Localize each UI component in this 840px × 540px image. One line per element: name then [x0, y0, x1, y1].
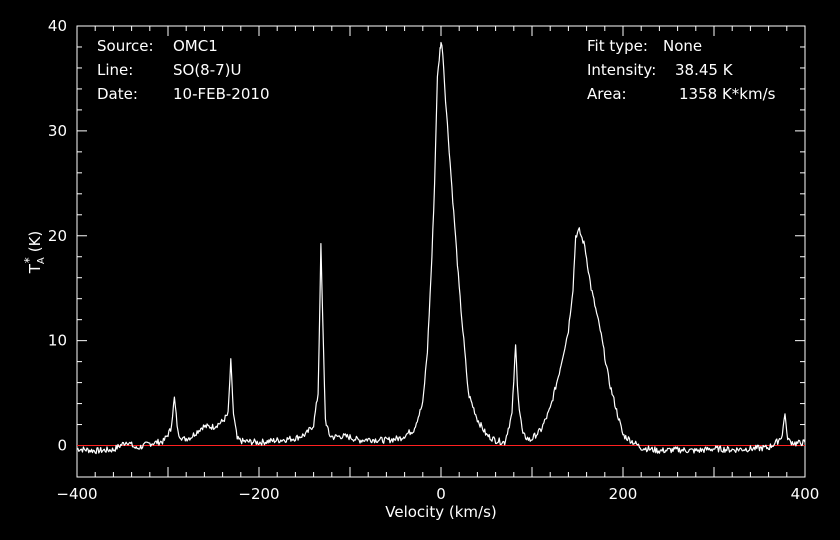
x-axis-label: Velocity (km/s) [385, 503, 496, 521]
x-tick-label: −400 [56, 485, 97, 503]
x-tick-label: 400 [791, 485, 820, 503]
y-label-sup: * [22, 257, 36, 263]
y-tick-label: 0 [57, 437, 67, 455]
y-tick-labels: 0 10 20 30 40 [48, 17, 67, 455]
area-label: Area: [587, 85, 627, 103]
x-tick-label: 0 [436, 485, 446, 503]
source-value: OMC1 [173, 37, 218, 55]
y-label-main: T [26, 263, 44, 274]
y-axis-label: TA* (K) [22, 231, 47, 275]
intensity-value: 38.45 K [675, 61, 733, 79]
y-tick-label: 40 [48, 17, 67, 35]
y-tick-label: 30 [48, 122, 67, 140]
y-tick-label: 10 [48, 332, 67, 350]
line-value: SO(8-7)U [173, 61, 242, 79]
date-label: Date: [97, 85, 138, 103]
line-label: Line: [97, 61, 134, 79]
y-tick-label: 20 [48, 227, 67, 245]
y-label-sub: A [36, 257, 47, 264]
fit-type-value: None [663, 37, 703, 55]
spectrum-line [76, 41, 806, 455]
fit-type-label: Fit type: [587, 37, 648, 55]
area-value: 1358 K*km/s [679, 85, 776, 103]
x-tick-label: 200 [609, 485, 638, 503]
x-tick-label: −200 [238, 485, 279, 503]
x-tick-labels: −400 −200 0 200 400 [56, 485, 819, 503]
intensity-label: Intensity: [587, 61, 657, 79]
svg-text:TA*(K): TA* (K) [22, 231, 47, 275]
date-value: 10-FEB-2010 [173, 85, 270, 103]
y-label-unit: (K) [26, 231, 44, 253]
source-label: Source: [97, 37, 154, 55]
